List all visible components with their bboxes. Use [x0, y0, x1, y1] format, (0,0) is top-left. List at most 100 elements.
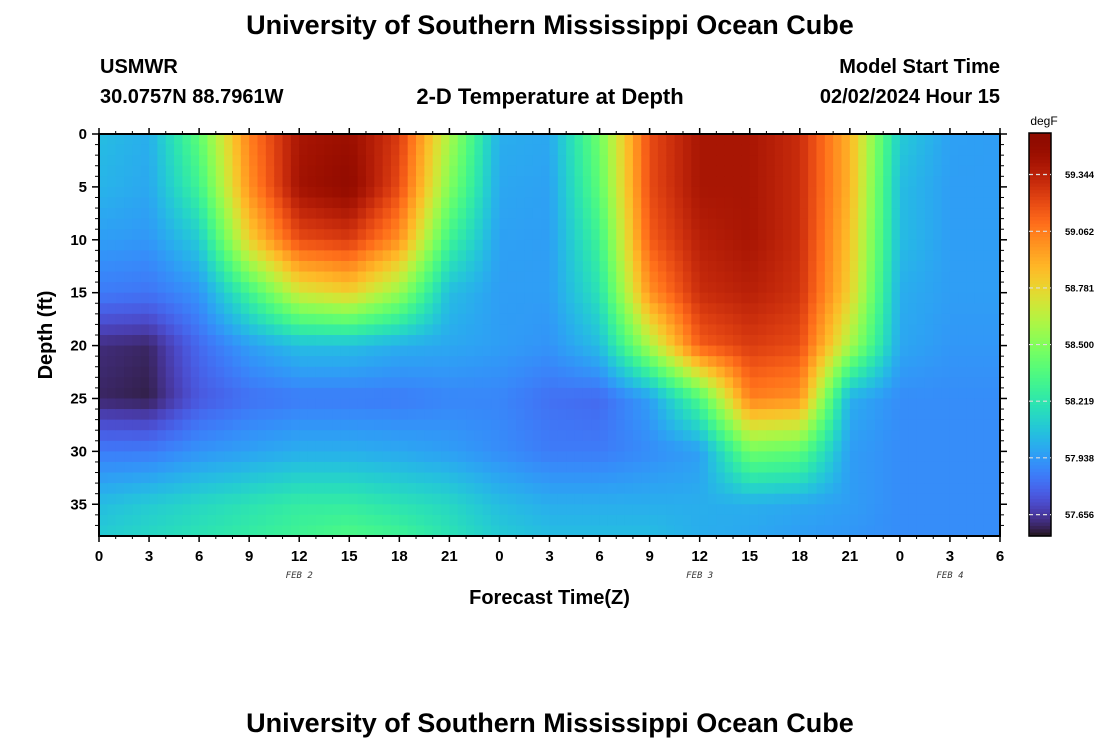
heatmap-cell — [733, 271, 742, 283]
heatmap-cell — [808, 366, 818, 378]
heatmap-cell — [232, 134, 242, 146]
heatmap-cell — [332, 176, 342, 188]
colorbar-segment — [1029, 163, 1051, 168]
heatmap-cell — [516, 134, 526, 146]
heatmap-cell — [557, 260, 567, 273]
heatmap-cell — [632, 176, 642, 188]
heatmap-cell — [833, 387, 843, 400]
heatmap-cell — [682, 419, 692, 431]
heatmap-cell — [824, 493, 834, 505]
heatmap-cell — [891, 165, 901, 177]
heatmap-cell — [657, 155, 667, 167]
heatmap-cell — [407, 282, 417, 294]
heatmap-cell — [399, 186, 409, 199]
heatmap-cell — [682, 303, 692, 315]
heatmap-cell — [833, 260, 843, 273]
heatmap-cell — [716, 208, 726, 220]
heatmap-cell — [749, 313, 759, 326]
heatmap-cell — [958, 504, 968, 516]
heatmap-cell — [774, 356, 784, 368]
x-tick-label: 18 — [391, 548, 408, 565]
heatmap-cell — [99, 239, 108, 251]
heatmap-cell — [858, 324, 868, 336]
heatmap-cell — [774, 398, 784, 410]
heatmap-cell — [741, 271, 751, 283]
heatmap-cell — [691, 208, 701, 220]
heatmap-cell — [132, 377, 142, 389]
heatmap-cell — [883, 271, 893, 283]
heatmap-cell — [649, 398, 659, 410]
heatmap-cell — [741, 409, 751, 421]
heatmap-cell — [207, 324, 217, 336]
heatmap-cell — [774, 186, 784, 199]
heatmap-cell — [416, 525, 425, 537]
heatmap-cell — [866, 440, 876, 452]
heatmap-cell — [808, 208, 818, 220]
heatmap-cell — [941, 398, 951, 410]
heatmap-cell — [307, 504, 317, 516]
heatmap-cell — [282, 303, 292, 315]
heatmap-cell — [124, 483, 133, 495]
heatmap-cell — [190, 440, 200, 452]
heatmap-cell — [791, 197, 801, 209]
colorbar-segment — [1029, 415, 1051, 420]
heatmap-cell — [891, 398, 901, 410]
heatmap-cell — [674, 440, 684, 452]
heatmap-cell — [107, 239, 117, 251]
colorbar-segment — [1029, 216, 1051, 221]
heatmap-cell — [657, 335, 667, 347]
heatmap-cell — [866, 493, 876, 505]
heatmap-cell — [674, 335, 684, 347]
heatmap-cell — [866, 377, 876, 389]
heatmap-cell — [407, 514, 417, 527]
heatmap-cell — [457, 430, 467, 442]
heatmap-cell — [282, 271, 292, 283]
heatmap-cell — [541, 451, 551, 463]
heatmap-cell — [641, 345, 651, 357]
heatmap-cell — [215, 144, 225, 156]
heatmap-cell — [432, 165, 442, 177]
colorbar-segment — [1029, 237, 1051, 242]
heatmap-cell — [974, 292, 984, 304]
heatmap-cell — [991, 260, 1001, 273]
heatmap-cell — [858, 356, 868, 368]
heatmap-cell — [866, 144, 876, 156]
heatmap-cell — [115, 292, 125, 304]
heatmap-cell — [165, 303, 175, 315]
heatmap-cell — [507, 155, 517, 167]
heatmap-cell — [841, 303, 851, 315]
heatmap-cell — [916, 409, 926, 421]
heatmap-cell — [107, 525, 117, 537]
heatmap-cell — [699, 239, 709, 251]
heatmap-cell — [616, 176, 626, 188]
heatmap-cell — [457, 134, 467, 146]
heatmap-cell — [374, 430, 384, 442]
heatmap-cell — [424, 472, 434, 484]
heatmap-cell — [332, 504, 342, 516]
heatmap-cell — [808, 335, 818, 347]
heatmap-cell — [382, 483, 392, 495]
heatmap-cell — [607, 356, 617, 368]
heatmap-cell — [315, 134, 325, 146]
heatmap-cell — [983, 176, 993, 188]
heatmap-cell — [666, 292, 676, 304]
heatmap-cell — [691, 260, 701, 273]
heatmap-cell — [224, 292, 234, 304]
heatmap-cell — [165, 218, 175, 230]
heatmap-cell — [149, 282, 158, 294]
heatmap-cell — [549, 514, 559, 527]
heatmap-cell — [607, 271, 617, 283]
heatmap-cell — [741, 472, 751, 484]
heatmap-cell — [115, 377, 125, 389]
heatmap-cell — [224, 514, 234, 527]
heatmap-cell — [157, 409, 167, 421]
heatmap-cell — [132, 525, 142, 537]
heatmap-cell — [607, 525, 617, 537]
heatmap-cell — [733, 239, 742, 251]
heatmap-cell — [941, 303, 951, 315]
heatmap-cell — [924, 398, 934, 410]
heatmap-cell — [741, 176, 751, 188]
heatmap-cell — [983, 260, 993, 273]
heatmap-cell — [549, 430, 559, 442]
heatmap-cell — [933, 461, 943, 474]
